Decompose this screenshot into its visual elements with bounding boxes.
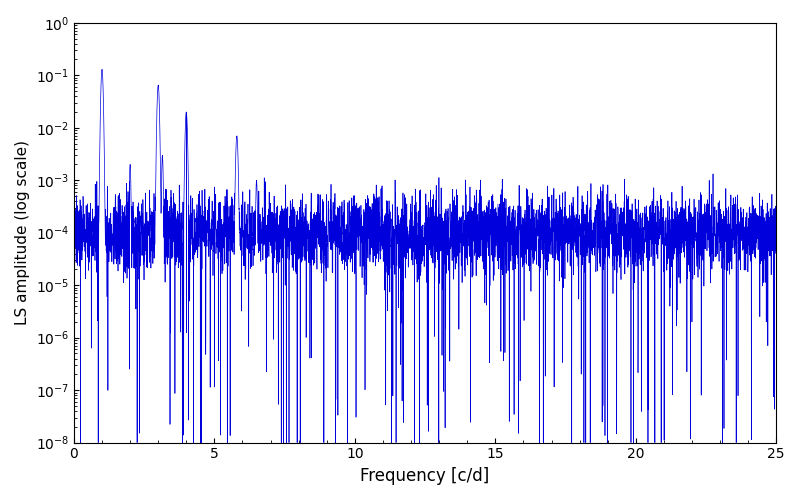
Y-axis label: LS amplitude (log scale): LS amplitude (log scale) <box>15 140 30 325</box>
X-axis label: Frequency [c/d]: Frequency [c/d] <box>361 467 490 485</box>
